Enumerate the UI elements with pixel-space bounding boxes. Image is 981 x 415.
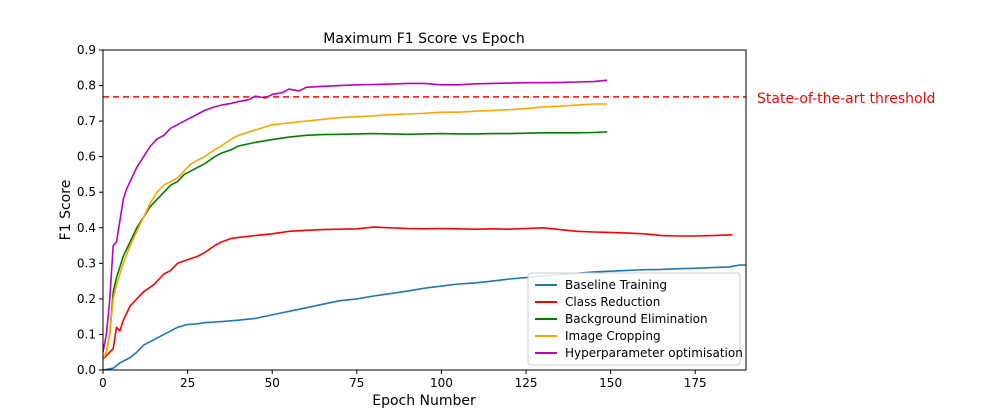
y-tick-label: 0.0 — [77, 363, 96, 377]
plot-frame — [102, 49, 747, 371]
legend-label: Image Cropping — [565, 329, 661, 343]
legend-box — [527, 272, 741, 366]
x-tick-label: 75 — [349, 376, 364, 390]
series-line-3 — [102, 131, 608, 360]
series-line-1 — [102, 264, 746, 371]
y-tick-label: 0.2 — [77, 292, 96, 306]
y-tick-label: 0.9 — [77, 43, 96, 57]
legend-label: Background Elimination — [565, 312, 708, 326]
legend: Baseline Training Class Reduction Backgrou… — [527, 272, 743, 366]
y-tick-label: 0.5 — [77, 185, 96, 199]
y-tick-label: 0.8 — [77, 79, 96, 93]
y-tick-label: 0.3 — [77, 256, 96, 270]
x-tick-label: 175 — [684, 376, 707, 390]
y-axis-label: F1 Score — [58, 180, 74, 241]
y-tick-label: 0.6 — [77, 150, 96, 164]
x-tick-label: 100 — [430, 376, 453, 390]
legend-label: Hyperparameter optimisation — [565, 346, 743, 360]
x-tick-label: 150 — [599, 376, 622, 390]
y-tick-label: 0.4 — [77, 221, 96, 235]
threshold-group: State-of-the-art threshold — [103, 91, 935, 107]
y-axis-ticks: 0.0 0.1 0.2 0.3 0.4 0.5 0.6 0.7 0.8 0.9 — [77, 43, 103, 377]
legend-label: Baseline Training — [565, 278, 667, 292]
x-tick-label: 50 — [265, 376, 280, 390]
x-axis-ticks: 0 25 50 75 100 125 150 175 — [99, 370, 707, 390]
series-line-2 — [102, 226, 733, 360]
y-tick-label: 0.7 — [77, 114, 96, 128]
threshold-label: State-of-the-art threshold — [757, 91, 935, 107]
x-tick-label: 125 — [515, 376, 538, 390]
series-line-5 — [102, 79, 608, 353]
series-group — [102, 79, 746, 371]
x-tick-label: 25 — [180, 376, 195, 390]
y-tick-label: 0.1 — [77, 327, 96, 341]
series-line-4 — [102, 103, 608, 360]
x-axis-label: Epoch Number — [372, 393, 476, 409]
legend-label: Class Reduction — [565, 295, 660, 309]
chart-title: Maximum F1 Score vs Epoch — [323, 31, 524, 47]
x-tick-label: 0 — [99, 376, 107, 390]
